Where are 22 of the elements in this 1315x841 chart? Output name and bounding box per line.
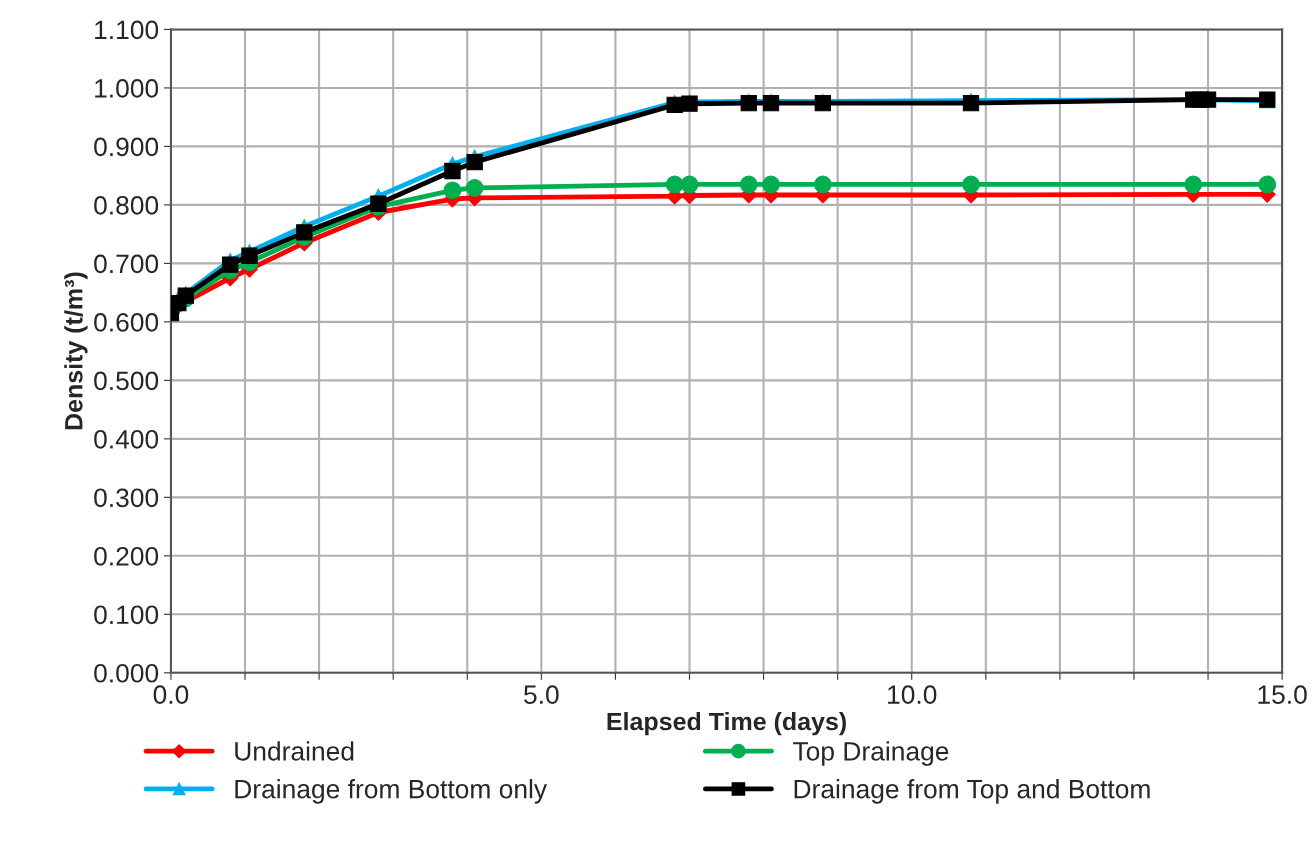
y-tick-label: 0.700 xyxy=(94,254,159,274)
legend-label: Undrained xyxy=(235,741,354,761)
x-axis-title: Elapsed Time (days) xyxy=(607,711,846,736)
y-tick-label: 0.800 xyxy=(94,196,159,215)
y-tick-label: 0.200 xyxy=(94,546,159,566)
y-tick-label: 0.000 xyxy=(94,663,159,683)
y-tick-label: 0.300 xyxy=(94,488,159,508)
y-tick-label: 0.900 xyxy=(94,137,159,157)
y-tick-label: 0.500 xyxy=(94,371,159,391)
x-tick-label: 15.0 xyxy=(1258,685,1307,704)
y-axis-title: Density (t/m³) xyxy=(64,272,88,430)
x-tick-label: 0.0 xyxy=(153,685,189,704)
x-tick-label: 10.0 xyxy=(888,685,937,704)
legend-label: Drainage from Top and Bottom xyxy=(794,779,1150,804)
y-tick-label: 0.400 xyxy=(94,429,159,449)
y-tick-label: 1.000 xyxy=(95,79,159,98)
y-tick-label: 0.600 xyxy=(94,313,159,332)
y-tick-label: 1.100 xyxy=(95,20,159,40)
legend-label: Drainage from Bottom only xyxy=(235,779,548,804)
y-tick-label: 0.100 xyxy=(94,605,159,625)
x-tick-label: 5.0 xyxy=(524,685,559,704)
legend-label: Top Drainage xyxy=(793,741,949,766)
